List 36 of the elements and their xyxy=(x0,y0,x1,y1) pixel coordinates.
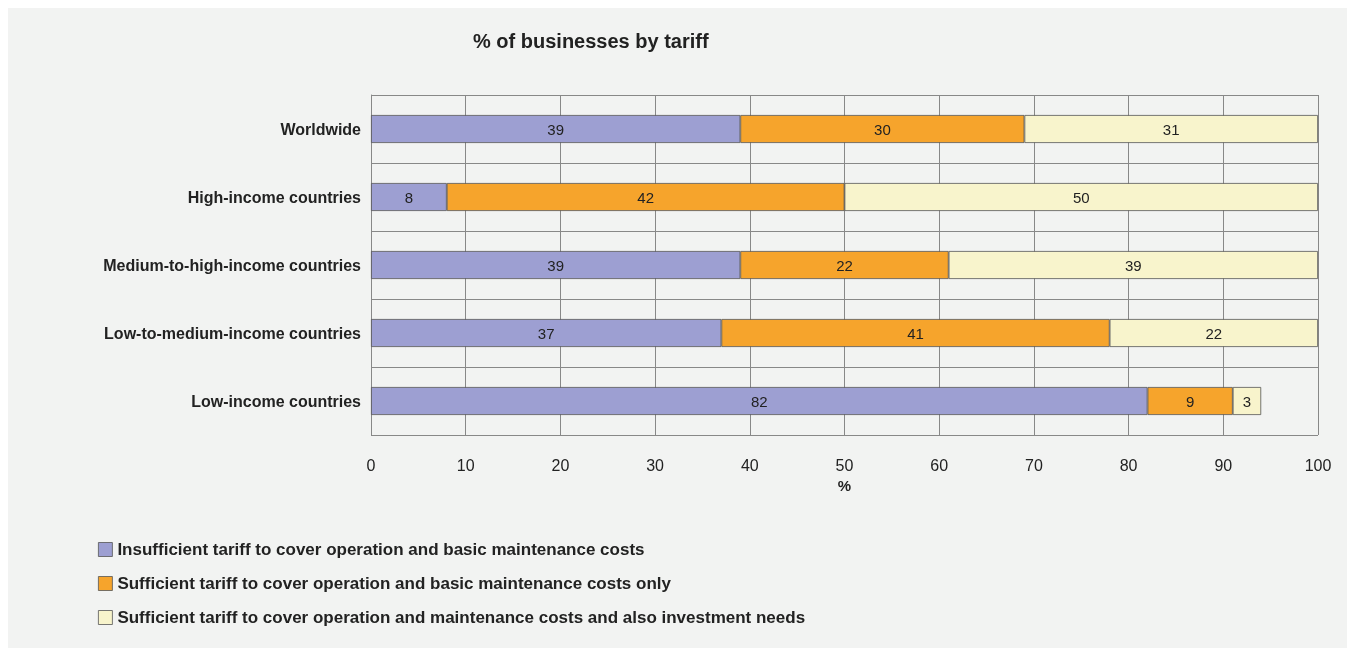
x-tick-label: 90 xyxy=(1214,456,1233,474)
chart-title: % of businesses by tariff xyxy=(473,30,709,52)
data-label: 22 xyxy=(836,256,853,274)
data-label: 50 xyxy=(1072,188,1090,206)
y-tick-label: Worldwide xyxy=(280,120,362,138)
data-label: 3 xyxy=(1242,392,1252,410)
x-tick-label: 0 xyxy=(366,456,376,474)
data-label: 42 xyxy=(637,188,654,206)
data-label: 30 xyxy=(874,120,891,138)
y-tick-label: Low-to-medium-income countries xyxy=(104,324,362,342)
x-axis-title: % xyxy=(837,476,852,494)
data-label: 82 xyxy=(750,392,768,410)
data-label: 39 xyxy=(547,256,565,274)
x-tick-label: 70 xyxy=(1025,456,1043,474)
x-tick-label: 40 xyxy=(740,456,759,474)
data-label: 37 xyxy=(537,324,555,342)
legend-label: Sufficient tariff to cover operation and basic maintenance costs only xyxy=(117,574,672,593)
x-tick-label: 100 xyxy=(1304,456,1332,474)
x-tick-label: 30 xyxy=(646,456,665,474)
x-tick-label: 50 xyxy=(835,456,854,474)
data-label: 39 xyxy=(1124,256,1142,274)
data-label: 39 xyxy=(547,120,565,138)
x-tick-label: 80 xyxy=(1119,456,1138,474)
y-tick-label: High-income countries xyxy=(187,188,362,206)
legend-label: Sufficient tariff to cover operation and maintenance costs and also investment needs xyxy=(117,608,806,627)
x-tick-label: 60 xyxy=(930,456,949,474)
x-tick-label: 20 xyxy=(551,456,570,474)
y-tick-label: Low-income countries xyxy=(191,392,362,410)
data-label: 9 xyxy=(1185,392,1195,410)
data-label: 8 xyxy=(404,188,414,206)
y-tick-label: Medium-to-high-income countries xyxy=(103,256,362,274)
legend-label: Insufficient tariff to cover operation and basic maintenance costs xyxy=(117,540,645,559)
x-tick-label: 10 xyxy=(456,456,475,474)
data-label: 41 xyxy=(907,324,924,342)
data-label: 31 xyxy=(1162,120,1180,138)
data-label: 22 xyxy=(1205,324,1223,342)
